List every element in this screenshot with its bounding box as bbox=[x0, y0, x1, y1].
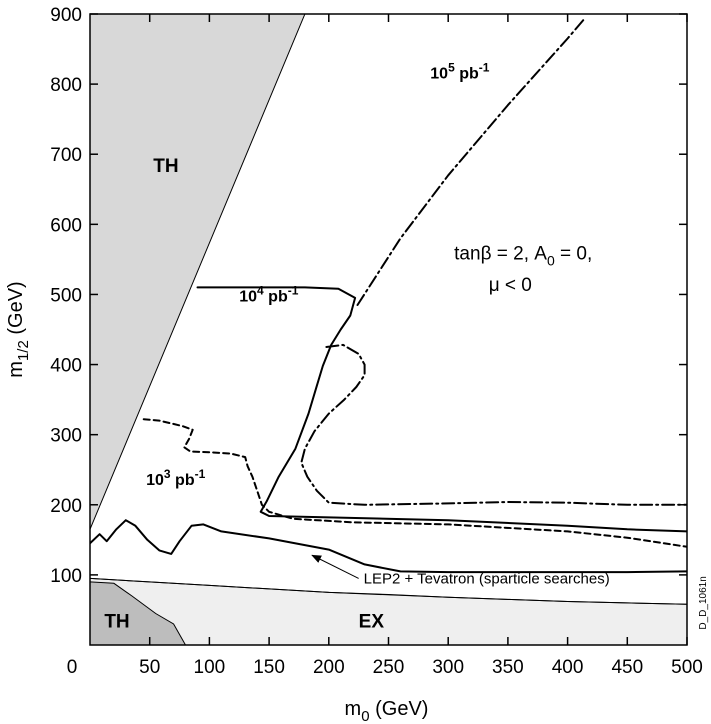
region-th-2 bbox=[90, 581, 187, 645]
y-tick-label: 100 bbox=[50, 566, 82, 587]
x-tick-label: 350 bbox=[492, 657, 524, 678]
lep-arrow bbox=[311, 554, 359, 579]
y-tick-label: 700 bbox=[50, 145, 82, 166]
x-tick-label: 450 bbox=[611, 657, 643, 678]
region-th-0 bbox=[90, 14, 306, 530]
curve-0 bbox=[142, 418, 687, 548]
regions-layer bbox=[90, 14, 687, 645]
x-tick-label: 500 bbox=[671, 657, 703, 678]
y-tick-label: 300 bbox=[50, 426, 82, 447]
x-tick-label: 250 bbox=[373, 657, 405, 678]
x-tick-label: 200 bbox=[313, 657, 345, 678]
x-axis-label: m0 (GeV) bbox=[345, 698, 429, 724]
figure-tag: D_D_1061n bbox=[698, 576, 709, 629]
y-tick-label: 900 bbox=[50, 5, 82, 26]
ticks-layer: 50 100 150 200 250 300 350 400 450 500 100 200 300 40… bbox=[50, 5, 703, 678]
x-tick-label: 300 bbox=[432, 657, 464, 678]
svg-text:m1/2 (GeV): m1/2 (GeV) bbox=[5, 281, 32, 377]
curve-4 bbox=[90, 519, 687, 574]
region-label-1: EX bbox=[359, 611, 385, 632]
curve-5 bbox=[90, 577, 687, 605]
curves-layer bbox=[90, 16, 687, 605]
params-line1: tanβ = 2, A0 = 0, bbox=[454, 243, 592, 268]
curve-label-0: 103 pb-1 bbox=[146, 467, 205, 489]
x-tick-label: 150 bbox=[253, 657, 285, 678]
curve-label-1: 104 pb-1 bbox=[239, 283, 298, 305]
y-tick-label: 400 bbox=[50, 356, 82, 377]
y-tick-label: 800 bbox=[50, 75, 82, 96]
y-axis-label: m1/2 (GeV) bbox=[5, 281, 32, 377]
curve-3 bbox=[300, 343, 687, 506]
curve-2 bbox=[356, 16, 587, 306]
y-tick-label: 500 bbox=[50, 285, 82, 306]
region-label-2: TH bbox=[104, 611, 129, 632]
x-tick-label: 100 bbox=[194, 657, 226, 678]
x-tick-label: 50 bbox=[139, 657, 160, 678]
origin-label: 0 bbox=[67, 657, 78, 678]
curve-1 bbox=[196, 286, 687, 533]
labels-layer: m0 (GeV) m1/2 (GeV) TH EX TH 103 pb-1 104 pb-1… bbox=[5, 61, 709, 724]
curve-label-2: 105 pb-1 bbox=[430, 61, 489, 83]
y-tick-label: 200 bbox=[50, 496, 82, 517]
lep-label: LEP2 + Tevatron (sparticle searches) bbox=[364, 570, 610, 587]
region-label-0: TH bbox=[153, 156, 178, 177]
svg-text:D_D_1061n: D_D_1061n bbox=[698, 576, 709, 629]
y-tick-label: 600 bbox=[50, 215, 82, 236]
params-line2: μ < 0 bbox=[489, 275, 532, 296]
x-tick-label: 400 bbox=[552, 657, 584, 678]
